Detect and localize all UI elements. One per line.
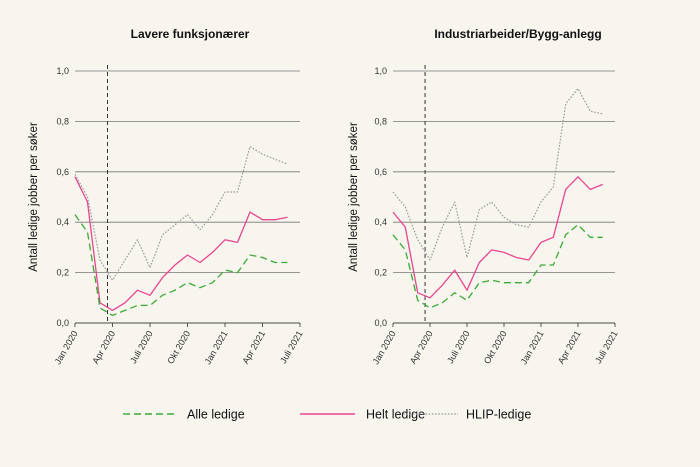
y-tick-label: 0,6 bbox=[374, 167, 387, 177]
x-tick-label: Juli 2020 bbox=[128, 329, 155, 365]
panel-title: Industriarbeider/Bygg-anlegg bbox=[434, 27, 601, 41]
series-line-hlip-ledige bbox=[392, 87, 603, 261]
legend-label: Helt ledige bbox=[366, 408, 425, 422]
y-tick-label: 0,2 bbox=[56, 268, 69, 278]
x-tick-label: Okt 2020 bbox=[482, 329, 509, 366]
x-tick-label: Okt 2020 bbox=[165, 329, 192, 366]
y-tick-label: 0,4 bbox=[56, 217, 69, 227]
series-line-alle-ledige bbox=[392, 224, 603, 309]
x-tick-label: Apr 2020 bbox=[408, 329, 435, 366]
legend: Alle ledige Helt ledige HLIP-ledige bbox=[123, 408, 531, 422]
legend-label: HLIP-ledige bbox=[466, 408, 531, 422]
y-tick-label: 0,4 bbox=[374, 217, 387, 227]
y-tick-label: 0,0 bbox=[56, 318, 69, 328]
y-tick-label: 0,8 bbox=[374, 116, 387, 126]
y-tick-label: 1,0 bbox=[374, 66, 387, 76]
y-axis-label: Antall ledige jobber per søker bbox=[28, 122, 40, 272]
series-line-helt-ledige bbox=[74, 176, 288, 312]
x-tick-label: Jan 2021 bbox=[519, 329, 546, 366]
x-tick-label: Jan 2021 bbox=[203, 329, 230, 366]
x-tick-label: Apr 2021 bbox=[556, 329, 583, 366]
x-tick-label: Juli 2020 bbox=[445, 329, 472, 365]
y-tick-label: 0,8 bbox=[56, 116, 69, 126]
series-line-hlip-ledige bbox=[74, 146, 288, 281]
x-tick-label: Jan 2020 bbox=[53, 329, 80, 366]
x-tick-label: Apr 2020 bbox=[90, 329, 117, 366]
y-axis-label: Antall ledige jobber per søker bbox=[348, 122, 360, 272]
y-tick-label: 0,6 bbox=[56, 167, 69, 177]
y-tick-label: 1,0 bbox=[56, 66, 69, 76]
legend-label: Alle ledige bbox=[187, 408, 245, 422]
x-tick-label: Jan 2020 bbox=[371, 329, 398, 366]
chart-panel-1: Lavere funksjonærer 0,0 0,2 0,4 0,6 0,8 1,0 Ant… bbox=[28, 27, 305, 366]
x-tick-label: Apr 2021 bbox=[240, 329, 267, 366]
series-line-alle-ledige bbox=[74, 214, 288, 317]
y-tick-label: 0,0 bbox=[374, 318, 387, 328]
x-tick-label: Juli 2021 bbox=[593, 329, 620, 365]
y-tick-label: 0,2 bbox=[374, 268, 387, 278]
panel-title: Lavere funksjonærer bbox=[131, 27, 250, 41]
x-tick-label: Juli 2021 bbox=[278, 329, 305, 365]
chart-panel-2: Industriarbeider/Bygg-anlegg 0,0 0,2 0,4 0,6… bbox=[348, 27, 620, 366]
series-line-helt-ledige bbox=[392, 176, 603, 299]
